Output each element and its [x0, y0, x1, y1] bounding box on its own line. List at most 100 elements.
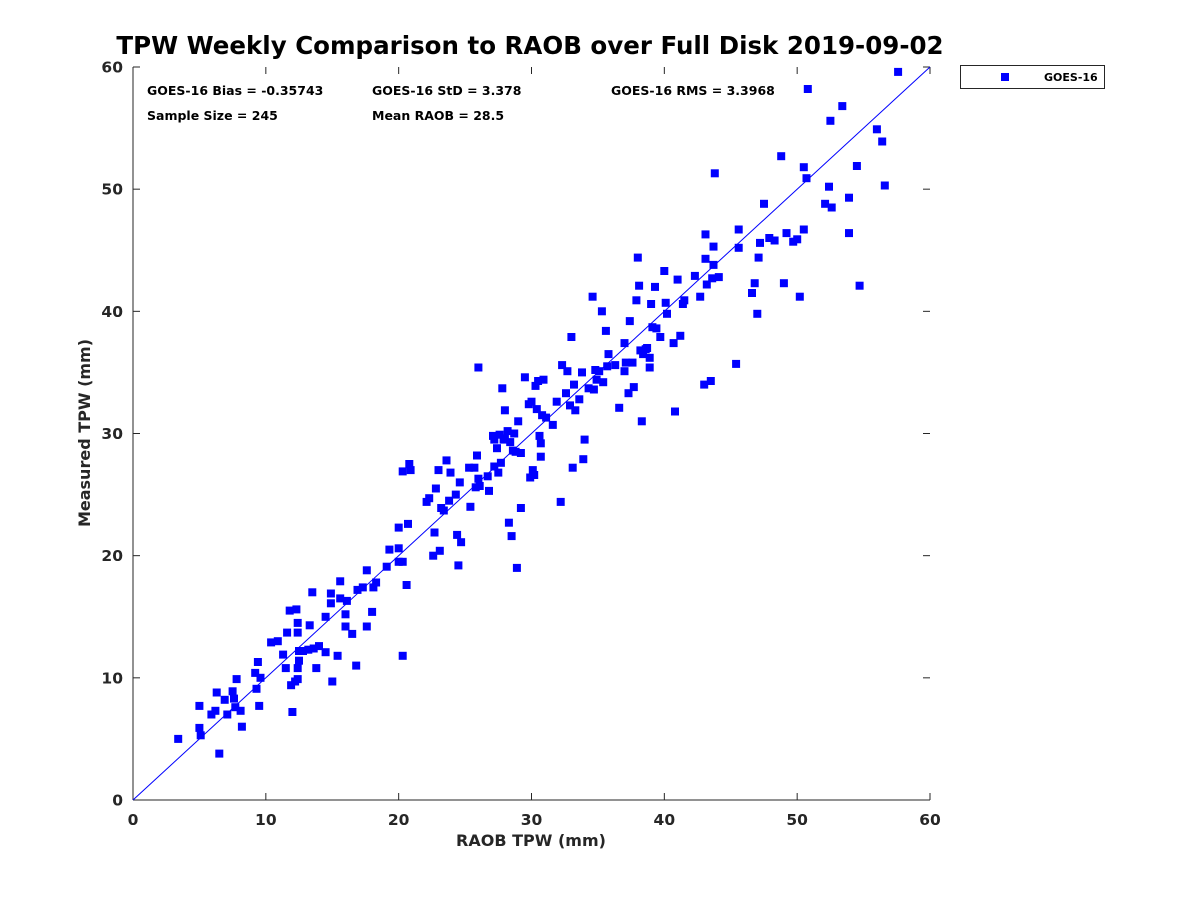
data-point: [584, 384, 593, 393]
data-point: [309, 644, 318, 653]
data-point: [604, 350, 613, 359]
data-point: [394, 557, 403, 566]
data-point: [336, 594, 345, 603]
data-point: [799, 225, 808, 234]
data-point: [470, 463, 479, 472]
data-point: [690, 271, 699, 280]
axis-tick-labels: 0 10 20 30 40 50 60 0 10 20 30 40 50 60: [101, 59, 941, 830]
data-point: [709, 260, 718, 269]
data-point: [845, 193, 853, 202]
data-point: [394, 544, 403, 553]
data-point: [498, 384, 507, 393]
x-axis-label: RAOB TPW (mm): [456, 831, 606, 850]
data-point: [756, 238, 764, 247]
data-point: [328, 677, 337, 686]
data-point: [770, 236, 779, 245]
data-point: [696, 292, 705, 301]
data-point: [734, 225, 743, 234]
data-point: [562, 389, 570, 398]
data-point: [402, 581, 411, 589]
data-point: [211, 706, 220, 715]
data-point: [466, 502, 475, 511]
data-point: [542, 413, 551, 422]
data-point: [256, 673, 265, 682]
x-tick-label: 60: [919, 811, 941, 829]
data-point: [760, 199, 768, 208]
data-point: [292, 605, 301, 614]
data-point: [603, 362, 612, 371]
x-tick-label: 30: [521, 811, 543, 829]
data-point: [534, 377, 543, 385]
data-point: [732, 359, 741, 368]
x-tick-label: 40: [654, 811, 676, 829]
data-point: [195, 723, 204, 732]
data-point: [212, 688, 221, 697]
data-point: [453, 530, 462, 539]
data-point: [425, 494, 434, 503]
data-point: [404, 519, 412, 528]
data-point: [838, 102, 847, 111]
data-point: [621, 358, 630, 367]
data-point: [439, 506, 448, 515]
data-point: [434, 466, 443, 475]
data-point: [663, 309, 671, 318]
data-point: [500, 434, 509, 443]
data-point: [446, 468, 455, 477]
data-point: [295, 656, 303, 665]
data-point: [708, 274, 717, 283]
data-point: [872, 125, 881, 134]
data-point: [494, 468, 503, 477]
data-point: [656, 333, 665, 341]
y-tick-label: 10: [101, 669, 123, 687]
data-point: [625, 317, 634, 326]
data-point: [457, 538, 466, 547]
data-point: [802, 174, 811, 183]
data-point: [566, 401, 574, 410]
data-point: [372, 578, 381, 587]
legend-entry-goes16: GOES-16: [1044, 71, 1098, 84]
stat-mean-raob: Mean RAOB = 28.5: [372, 108, 504, 123]
data-point: [475, 482, 484, 490]
data-point: [394, 523, 403, 532]
x-tick-label: 50: [786, 811, 808, 829]
data-point: [511, 447, 520, 456]
data-point: [710, 169, 719, 178]
data-point: [174, 734, 183, 743]
data-point: [490, 462, 499, 471]
plot-area: 0 10 20 30 40 50 60 0 10 20 30 40 50 60: [101, 59, 941, 830]
data-point: [398, 651, 407, 660]
y-axis-label: Measured TPW (mm): [75, 339, 94, 527]
goes16-points: [174, 67, 903, 758]
data-point: [714, 273, 723, 282]
data-point: [734, 243, 743, 252]
data-point: [592, 375, 601, 384]
data-point: [514, 417, 523, 426]
y-tick-label: 20: [101, 547, 123, 565]
data-point: [196, 731, 205, 740]
data-point: [750, 279, 759, 288]
y-tick-label: 30: [101, 425, 123, 443]
data-point: [629, 383, 638, 392]
data-point: [827, 203, 836, 212]
data-point: [601, 326, 610, 335]
data-point: [496, 458, 505, 467]
legend[interactable]: GOES-16: [960, 65, 1105, 89]
data-point: [599, 378, 608, 387]
data-point: [536, 452, 545, 461]
data-point: [878, 137, 887, 146]
data-point: [512, 563, 521, 572]
data-point: [228, 687, 237, 696]
data-point: [700, 380, 709, 389]
data-point: [293, 628, 302, 637]
data-point: [570, 380, 578, 389]
data-point: [454, 561, 463, 570]
data-point: [643, 344, 652, 352]
data-point: [442, 456, 451, 465]
data-point: [558, 361, 567, 370]
data-point: [548, 420, 557, 429]
data-point: [500, 406, 509, 415]
data-point: [578, 368, 586, 377]
data-point: [591, 366, 600, 374]
data-point: [304, 645, 313, 654]
legend-marker-icon: [1001, 73, 1009, 81]
